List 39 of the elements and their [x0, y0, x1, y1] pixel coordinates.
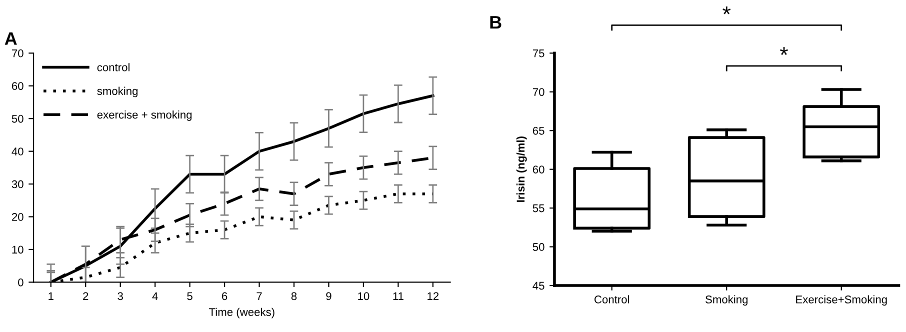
chart-title: B [490, 16, 502, 29]
x-tick-label: 2 [83, 292, 88, 300]
x-tick-label: 12 [428, 292, 439, 300]
y-tick-label: 0 [18, 278, 24, 286]
x-tick-label: Smoking [706, 295, 748, 306]
y-axis-title: Irisin (ng/ml) [516, 136, 527, 202]
y-tick-label: 10 [12, 246, 24, 254]
x-tick-label: Exercise+Smoking [796, 295, 887, 306]
y-tick-label: 70 [12, 49, 24, 58]
x-tick-label: 7 [256, 292, 262, 300]
annotation: * [780, 47, 788, 55]
x-tick-label: 11 [393, 292, 404, 300]
y-tick-label: 20 [12, 213, 24, 221]
x-tick-label: 5 [187, 292, 192, 300]
x-tick-label: 4 [152, 292, 158, 300]
x-tick-label: 10 [358, 292, 370, 300]
y-tick-label: 70 [532, 88, 544, 96]
legend-label: control [97, 63, 130, 72]
x-tick-label: 3 [118, 292, 123, 300]
y-tick-label: 45 [532, 282, 544, 290]
x-axis-title: Time (weeks) [209, 308, 274, 318]
x-tick-label: 9 [326, 292, 332, 300]
legend-label: exercise + smoking [97, 110, 192, 121]
x-tick-label: 8 [291, 292, 297, 300]
text: * [722, 6, 731, 14]
y-tick-label: 60 [532, 166, 544, 174]
y-tick-label: 65 [532, 126, 544, 135]
legend-label: smoking [97, 86, 138, 98]
y-tick-label: 30 [12, 180, 24, 188]
x-tick-label: Control [594, 295, 630, 304]
y-tick-label: 40 [12, 148, 24, 156]
x-tick-label: 6 [222, 292, 228, 300]
x-tick-label: 1 [48, 292, 54, 300]
y-tick-label: 60 [12, 82, 24, 90]
y-tick-label: 50 [12, 114, 24, 123]
y-tick-label: 75 [532, 50, 544, 58]
y-tick-label: 55 [532, 204, 544, 212]
chart-title: A [4, 32, 17, 45]
y-tick-label: 50 [532, 243, 544, 251]
